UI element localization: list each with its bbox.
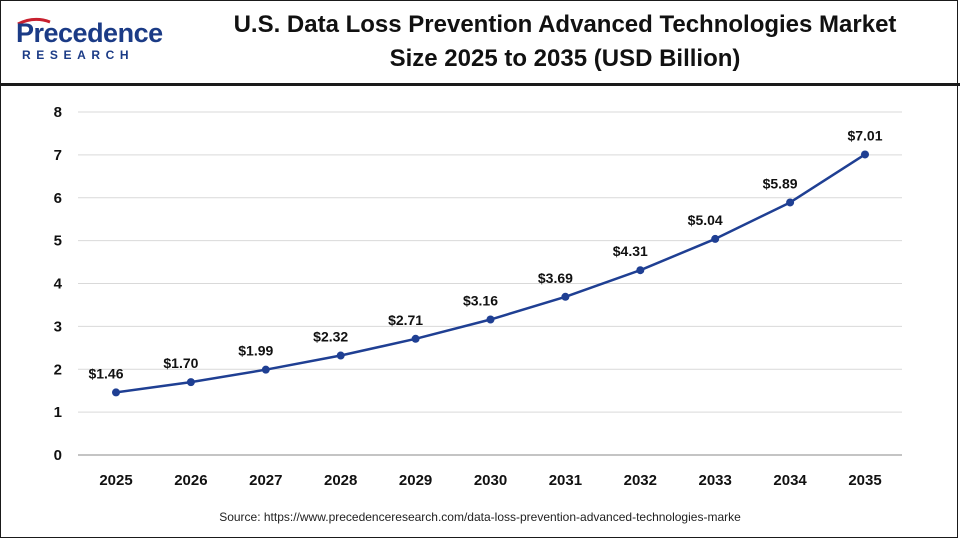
y-tick-label: 6 — [54, 190, 62, 207]
brand-logo: Precedence RESEARCH — [14, 14, 164, 64]
header-divider — [0, 83, 960, 86]
data-point — [336, 351, 345, 360]
x-tick-label: 2035 — [848, 472, 881, 489]
data-label: $1.70 — [163, 355, 198, 371]
x-tick-label: 2034 — [773, 472, 807, 489]
data-label: $1.46 — [88, 365, 123, 381]
data-label: $2.71 — [388, 312, 423, 328]
x-tick-label: 2027 — [249, 472, 282, 489]
data-label: $2.32 — [313, 329, 348, 345]
data-label: $7.01 — [847, 127, 882, 143]
data-label: $1.99 — [238, 343, 273, 359]
line-chart: 0 1 2 3 4 5 6 7 8 2025 2026 2027 2028 2029 2030 2031 203… — [54, 104, 902, 489]
source-note: Source: https://www.precedenceresearch.c… — [219, 510, 741, 524]
x-tick-label: 2026 — [174, 472, 207, 489]
data-label: $4.31 — [613, 243, 648, 259]
x-tick-label: 2032 — [624, 472, 657, 489]
y-tick-label: 5 — [54, 233, 62, 250]
data-label: $3.16 — [463, 293, 498, 309]
y-tick-label: 8 — [54, 104, 62, 121]
data-point — [786, 198, 795, 207]
data-point — [261, 365, 270, 374]
data-point — [112, 388, 120, 397]
x-tick-label: 2031 — [549, 472, 582, 489]
chart-title: U.S. Data Loss Prevention Advanced Techn… — [170, 8, 960, 76]
x-tick-label: 2033 — [699, 472, 732, 489]
y-tick-label: 1 — [54, 404, 62, 421]
x-tick-label: 2025 — [99, 472, 132, 489]
logo-swoosh-icon — [17, 17, 51, 26]
data-label: $5.04 — [688, 212, 723, 228]
data-point — [186, 378, 195, 387]
x-tick-label: 2028 — [324, 472, 357, 489]
y-tick-label: 0 — [54, 447, 62, 464]
data-label: $5.89 — [763, 175, 798, 191]
y-tick-label: 7 — [54, 147, 62, 164]
x-tick-label: 2030 — [474, 472, 507, 489]
x-tick-label: 2029 — [399, 472, 432, 489]
data-point — [486, 315, 495, 324]
data-point — [411, 334, 420, 343]
series-line — [115, 153, 866, 394]
logo-subtitle: RESEARCH — [22, 48, 135, 62]
y-tick-label: 3 — [54, 318, 62, 335]
chart-title-line-2: Size 2025 to 2035 (USD Billion) — [389, 45, 741, 72]
chart-title-line-1: U.S. Data Loss Prevention Advanced Techn… — [233, 11, 897, 38]
y-tick-label: 4 — [54, 276, 63, 293]
data-point — [561, 292, 570, 301]
data-label: $3.69 — [538, 270, 573, 286]
logo-wordmark: Precedence — [16, 18, 163, 48]
data-point — [711, 234, 720, 243]
data-point — [861, 150, 869, 159]
y-tick-label: 2 — [54, 361, 62, 378]
data-point — [636, 266, 645, 275]
